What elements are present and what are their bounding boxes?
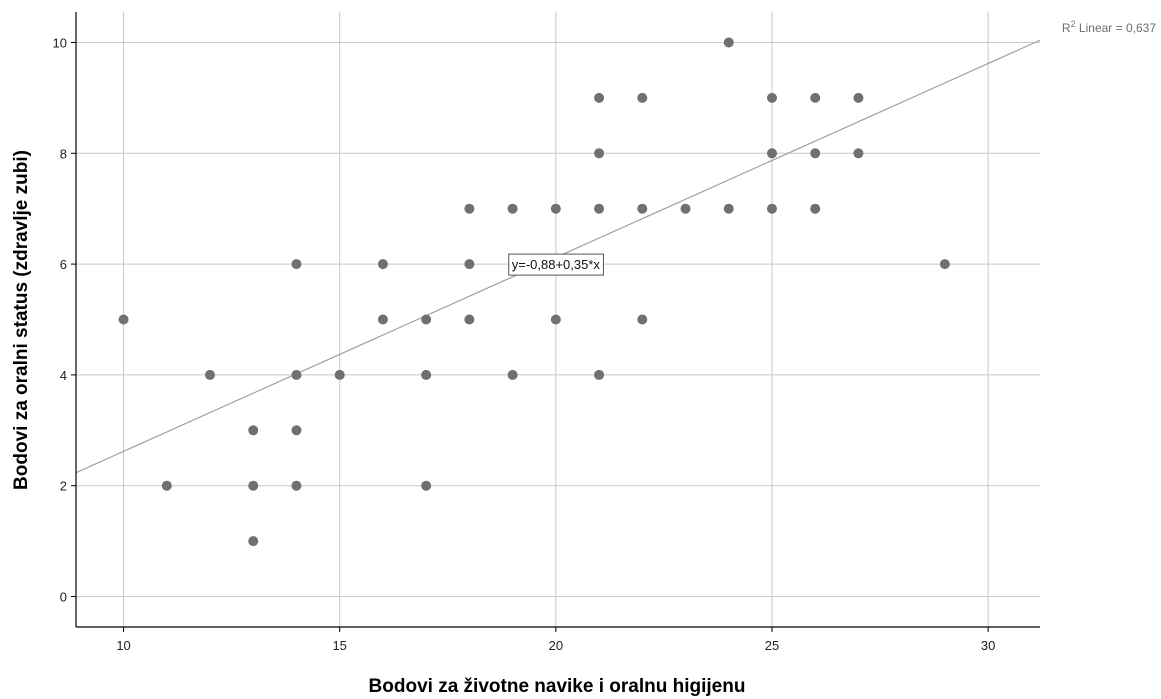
y-tick-label: 0	[60, 590, 67, 605]
data-point	[377, 314, 388, 325]
data-point	[421, 480, 432, 491]
x-axis-title: Bodovi za životne navike i oralnu higije…	[369, 676, 746, 697]
y-tick-label: 6	[60, 257, 67, 272]
y-tick-label: 10	[53, 35, 67, 50]
y-tick-label: 2	[60, 479, 67, 494]
data-point	[161, 480, 172, 491]
data-point	[464, 259, 475, 270]
data-points	[118, 37, 950, 547]
data-point	[594, 92, 605, 103]
data-point	[118, 314, 129, 325]
data-point	[248, 480, 259, 491]
r-squared-label: R2 Linear = 0,637	[1062, 19, 1156, 35]
x-tick-label: 10	[116, 638, 130, 653]
data-point	[637, 203, 648, 214]
y-axis-ticks: 0 2 4 6 8 10	[53, 35, 76, 605]
fit-equation-box: y=-0,88+0,35*x	[508, 253, 604, 276]
data-point	[205, 369, 216, 380]
r-squared-superscript: 2	[1071, 19, 1076, 29]
data-point	[291, 425, 302, 436]
data-point	[507, 369, 518, 380]
data-point	[421, 369, 432, 380]
data-point	[637, 92, 648, 103]
data-point	[550, 314, 561, 325]
data-point	[723, 203, 734, 214]
data-point	[939, 259, 950, 270]
data-point	[507, 203, 518, 214]
data-point	[810, 92, 821, 103]
data-point	[334, 369, 345, 380]
data-point	[377, 259, 388, 270]
r-squared-value: Linear = 0,637	[1076, 21, 1157, 35]
fit-equation-frame	[508, 253, 604, 276]
y-tick-label: 4	[60, 368, 67, 383]
data-point	[723, 37, 734, 48]
data-point	[594, 203, 605, 214]
x-axis-ticks: 10 15 20 25 30	[116, 627, 995, 653]
data-point	[680, 203, 691, 214]
data-point	[810, 148, 821, 159]
data-point	[291, 369, 302, 380]
data-point	[291, 480, 302, 491]
data-point	[637, 314, 648, 325]
x-tick-label: 15	[332, 638, 346, 653]
data-point	[594, 369, 605, 380]
data-point	[464, 314, 475, 325]
data-point	[464, 203, 475, 214]
data-point	[766, 203, 777, 214]
fit-equation-label: y=-0,88+0,35*x	[512, 257, 601, 272]
data-point	[248, 536, 259, 547]
x-tick-label: 20	[549, 638, 563, 653]
x-tick-label: 30	[981, 638, 995, 653]
data-point	[248, 425, 259, 436]
axes	[75, 12, 1040, 628]
data-point	[594, 148, 605, 159]
r-squared-symbol: R	[1062, 21, 1071, 35]
data-point	[421, 314, 432, 325]
data-point	[291, 259, 302, 270]
y-tick-label: 8	[60, 146, 67, 161]
data-point	[810, 203, 821, 214]
y-axis-title: Bodovi za oralni status (zdravlje zubi)	[11, 150, 32, 490]
data-point	[766, 148, 777, 159]
data-point	[766, 92, 777, 103]
data-point	[853, 148, 864, 159]
data-point	[550, 203, 561, 214]
x-tick-label: 25	[765, 638, 779, 653]
data-point	[853, 92, 864, 103]
